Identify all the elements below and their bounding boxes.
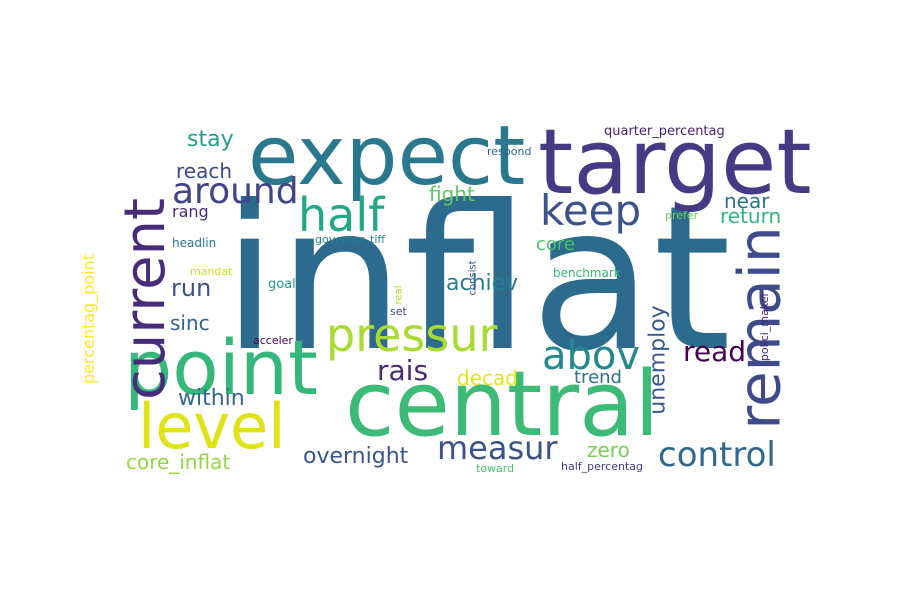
cloud-word: percentag_point: [79, 253, 99, 385]
cloud-word: abov: [542, 333, 641, 379]
cloud-word: sinc: [170, 311, 210, 335]
cloud-word: target: [538, 110, 812, 215]
cloud-word: achiev: [446, 271, 519, 296]
cloud-word: toward: [476, 462, 515, 475]
cloud-word: zero: [587, 438, 630, 462]
cloud-word: consist: [467, 259, 479, 296]
cloud-word: return: [720, 204, 782, 228]
cloud-word: goal: [268, 277, 296, 292]
cloud-word: half_percentag: [561, 460, 643, 473]
cloud-word: within: [178, 386, 245, 411]
cloud-word: real: [392, 285, 404, 304]
cloud-word: inflat: [222, 163, 732, 396]
cloud-word: acceler: [253, 334, 293, 347]
cloud-word: control: [658, 435, 776, 475]
cloud-word: pressur: [326, 308, 498, 362]
cloud-word: point: [124, 323, 318, 412]
cloud-word: polici_maker: [758, 291, 772, 362]
cloud-word: unemploy: [645, 304, 671, 415]
cloud-word: near: [724, 189, 770, 213]
cloud-word: respond: [487, 145, 532, 158]
cloud-word: reach: [176, 159, 233, 183]
cloud-word: central: [345, 352, 660, 457]
cloud-word: trend: [574, 367, 622, 388]
cloud-word: measur: [437, 429, 558, 467]
cloud-word: prefer: [665, 209, 699, 222]
cloud-word: core: [536, 234, 575, 255]
cloud-word: governor_tiff: [315, 233, 385, 246]
cloud-word: overnight: [303, 444, 409, 469]
cloud-word: rang: [172, 202, 209, 221]
cloud-word: level: [138, 390, 286, 463]
cloud-word: fight: [429, 182, 475, 206]
cloud-word: benchmark: [553, 266, 621, 280]
cloud-word: quarter_percentag: [604, 124, 725, 139]
cloud-word: run: [171, 274, 212, 302]
cloud-word: around: [172, 171, 299, 212]
cloud-word: rais: [377, 354, 429, 387]
cloud-word: decad: [457, 366, 518, 390]
cloud-word: stay: [187, 127, 234, 152]
cloud-word: expect: [248, 109, 526, 204]
cloud-word: core_inflat: [126, 450, 231, 474]
cloud-word: current: [113, 197, 179, 401]
cloud-word: half: [298, 188, 385, 242]
cloud-word: keep: [540, 186, 642, 235]
cloud-word: set: [390, 305, 407, 318]
cloud-word: read: [683, 335, 747, 368]
cloud-word: headlin: [172, 236, 217, 250]
cloud-word: mandat: [190, 265, 233, 278]
